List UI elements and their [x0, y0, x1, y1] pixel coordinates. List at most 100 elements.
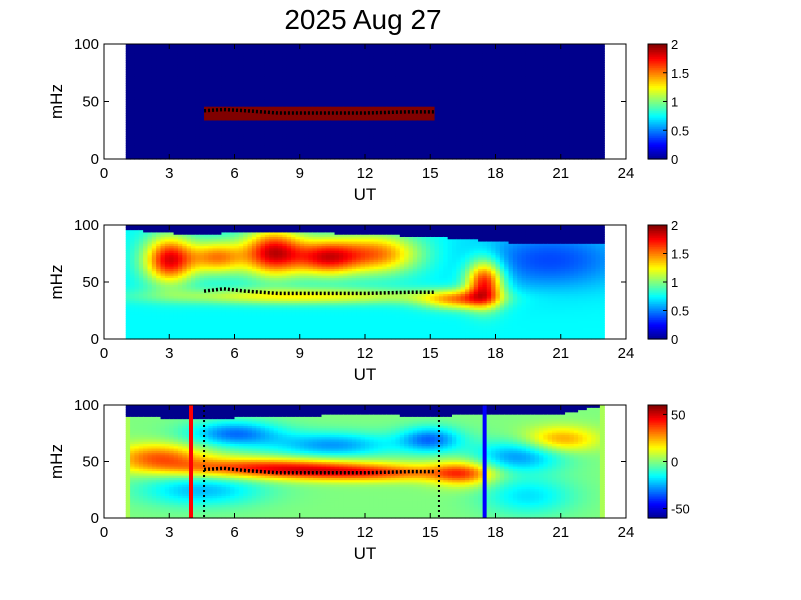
- heatmap-cell: [260, 92, 266, 96]
- heatmap-cell: [186, 149, 192, 153]
- heatmap-cell: [199, 85, 205, 89]
- heatmap-cell: [130, 44, 136, 47]
- heatmap-cell: [247, 99, 253, 103]
- heatmap-cell: [295, 154, 301, 158]
- heatmap-cell: [177, 44, 183, 47]
- heatmap-cell: [177, 124, 183, 128]
- heatmap-cell: [343, 90, 349, 93]
- heatmap-cell: [199, 156, 205, 160]
- heatmap-cell: [278, 138, 283, 142]
- heatmap-cell: [312, 108, 318, 112]
- heatmap-cell: [260, 147, 266, 151]
- heatmap-cell: [151, 85, 157, 89]
- heatmap-cell: [421, 154, 427, 158]
- heatmap-cell: [151, 92, 157, 96]
- heatmap-cell: [212, 110, 218, 114]
- heatmap-cell: [177, 73, 183, 77]
- heatmap-cell: [312, 57, 318, 61]
- heatmap-cell: [221, 147, 227, 151]
- heatmap-cell: [230, 71, 236, 75]
- heatmap-cell: [369, 64, 375, 68]
- heatmap-cell: [360, 48, 366, 52]
- heatmap-cell: [151, 50, 157, 54]
- heatmap-cell: [382, 67, 388, 70]
- heatmap-cell: [221, 99, 227, 103]
- heatmap-cell: [173, 138, 179, 142]
- heatmap-cell: [225, 133, 231, 137]
- heatmap-cell: [138, 110, 144, 114]
- heatmap-cell: [269, 117, 275, 121]
- heatmap-cell: [191, 48, 196, 52]
- heatmap-cell: [273, 154, 279, 158]
- heatmap-cell: [404, 154, 410, 158]
- heatmap-cell: [264, 90, 270, 93]
- heatmap-cell: [186, 117, 192, 121]
- heatmap-cell: [225, 50, 231, 54]
- heatmap-cell: [147, 64, 153, 68]
- heatmap-cell: [399, 129, 405, 132]
- heatmap-cell: [264, 131, 270, 135]
- heatmap-cell: [204, 103, 209, 107]
- heatmap-cell: [230, 87, 236, 91]
- heatmap-cell: [264, 142, 270, 146]
- heatmap-cell: [217, 71, 223, 75]
- heatmap-cell: [417, 73, 423, 77]
- heatmap-cell: [143, 108, 149, 112]
- heatmap-cell: [382, 149, 388, 153]
- heatmap-cell: [173, 71, 179, 75]
- heatmap-cell: [347, 117, 353, 121]
- heatmap-cell: [334, 152, 340, 155]
- heatmap-cell: [356, 133, 362, 137]
- heatmap-cell: [195, 156, 201, 160]
- heatmap-cell: [204, 94, 209, 98]
- heatmap-cell: [156, 62, 162, 66]
- heatmap-cell: [151, 138, 157, 142]
- heatmap-cell: [177, 103, 183, 107]
- heatmap-cell: [156, 126, 162, 130]
- heatmap-cell: [125, 154, 131, 158]
- heatmap-cell: [330, 136, 336, 139]
- heatmap-cell: [208, 83, 214, 86]
- heatmap-cell: [360, 55, 366, 59]
- heatmap-cell: [365, 113, 370, 116]
- heatmap-cell: [260, 94, 266, 98]
- heatmap-cell: [230, 53, 236, 57]
- heatmap-cell: [382, 92, 388, 96]
- heatmap-cell: [412, 149, 418, 153]
- heatmap-cell: [151, 48, 157, 52]
- heatmap-cell: [308, 131, 314, 135]
- heatmap-cell: [173, 69, 179, 73]
- heatmap-cell: [317, 149, 323, 153]
- heatmap-cell: [325, 60, 331, 63]
- heatmap-cell: [404, 117, 410, 121]
- heatmap-cell: [264, 106, 270, 109]
- heatmap-cell: [351, 60, 357, 63]
- heatmap-cell: [378, 129, 383, 132]
- heatmap-cell: [173, 64, 179, 68]
- heatmap-cell: [286, 154, 292, 158]
- heatmap-cell: [256, 90, 262, 93]
- heatmap-cell: [173, 85, 179, 89]
- heatmap-cell: [391, 60, 397, 63]
- heatmap-cell: [386, 85, 392, 89]
- heatmap-cell: [399, 48, 405, 52]
- heatmap-cell: [260, 76, 266, 80]
- heatmap-cell: [173, 46, 179, 50]
- heatmap-cell: [208, 85, 214, 89]
- heatmap-cell: [356, 103, 362, 107]
- heatmap-cell: [321, 71, 327, 75]
- heatmap-cell: [217, 80, 223, 84]
- heatmap-cell: [251, 124, 257, 128]
- heatmap-cell: [234, 101, 240, 105]
- heatmap-cell: [182, 108, 188, 112]
- heatmap-cell: [399, 80, 405, 84]
- heatmap-cell: [160, 60, 166, 63]
- heatmap-cell: [151, 124, 157, 128]
- heatmap-cell: [351, 145, 357, 149]
- heatmap-cell: [247, 117, 253, 121]
- heatmap-cell: [177, 145, 183, 149]
- heatmap-cell: [382, 108, 388, 112]
- heatmap-cell: [421, 147, 427, 151]
- heatmap-cell: [160, 133, 166, 137]
- heatmap-cell: [195, 113, 201, 116]
